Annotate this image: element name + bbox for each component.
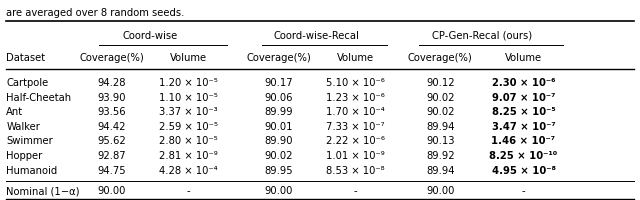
Text: Volume: Volume bbox=[505, 53, 542, 63]
Text: 1.46 × 10⁻⁷: 1.46 × 10⁻⁷ bbox=[492, 136, 556, 146]
Text: 8.25 × 10⁻¹⁰: 8.25 × 10⁻¹⁰ bbox=[490, 151, 557, 161]
Text: 90.06: 90.06 bbox=[264, 93, 292, 103]
Text: 1.70 × 10⁻⁴: 1.70 × 10⁻⁴ bbox=[326, 107, 385, 117]
Text: 9.07 × 10⁻⁷: 9.07 × 10⁻⁷ bbox=[492, 93, 556, 103]
Text: 4.95 × 10⁻⁸: 4.95 × 10⁻⁸ bbox=[492, 166, 556, 176]
Text: Coverage(%): Coverage(%) bbox=[79, 53, 145, 63]
Text: 8.53 × 10⁻⁸: 8.53 × 10⁻⁸ bbox=[326, 166, 385, 176]
Text: 94.75: 94.75 bbox=[98, 166, 126, 176]
Text: 1.23 × 10⁻⁶: 1.23 × 10⁻⁶ bbox=[326, 93, 385, 103]
Text: 90.17: 90.17 bbox=[264, 78, 292, 88]
Text: 89.94: 89.94 bbox=[426, 122, 454, 132]
Text: 89.90: 89.90 bbox=[264, 136, 292, 146]
Text: 95.62: 95.62 bbox=[98, 136, 126, 146]
Text: -: - bbox=[187, 186, 191, 196]
Text: 94.42: 94.42 bbox=[98, 122, 126, 132]
Text: 90.02: 90.02 bbox=[426, 93, 454, 103]
Text: 5.10 × 10⁻⁶: 5.10 × 10⁻⁶ bbox=[326, 78, 385, 88]
Text: Dataset: Dataset bbox=[6, 53, 45, 63]
Text: 2.80 × 10⁻⁵: 2.80 × 10⁻⁵ bbox=[159, 136, 218, 146]
Text: 2.30 × 10⁻⁶: 2.30 × 10⁻⁶ bbox=[492, 78, 556, 88]
Text: 92.87: 92.87 bbox=[98, 151, 126, 161]
Text: Coverage(%): Coverage(%) bbox=[408, 53, 473, 63]
Text: 2.22 × 10⁻⁶: 2.22 × 10⁻⁶ bbox=[326, 136, 385, 146]
Text: 2.59 × 10⁻⁵: 2.59 × 10⁻⁵ bbox=[159, 122, 218, 132]
Text: 93.56: 93.56 bbox=[98, 107, 126, 117]
Text: 4.28 × 10⁻⁴: 4.28 × 10⁻⁴ bbox=[159, 166, 218, 176]
Text: Hopper: Hopper bbox=[6, 151, 43, 161]
Text: 89.92: 89.92 bbox=[426, 151, 454, 161]
Text: 3.47 × 10⁻⁷: 3.47 × 10⁻⁷ bbox=[492, 122, 556, 132]
Text: 90.02: 90.02 bbox=[264, 151, 292, 161]
Text: are averaged over 8 random seeds.: are averaged over 8 random seeds. bbox=[6, 8, 185, 18]
Text: 3.37 × 10⁻³: 3.37 × 10⁻³ bbox=[159, 107, 218, 117]
Text: 90.01: 90.01 bbox=[264, 122, 292, 132]
Text: 7.33 × 10⁻⁷: 7.33 × 10⁻⁷ bbox=[326, 122, 385, 132]
Text: Volume: Volume bbox=[337, 53, 374, 63]
Text: Nominal (1−α): Nominal (1−α) bbox=[6, 186, 80, 196]
Text: 90.13: 90.13 bbox=[426, 136, 454, 146]
Text: Coord-wise: Coord-wise bbox=[123, 31, 178, 41]
Text: 90.12: 90.12 bbox=[426, 78, 454, 88]
Text: 2.81 × 10⁻⁹: 2.81 × 10⁻⁹ bbox=[159, 151, 218, 161]
Text: CP-Gen-Recal (ours): CP-Gen-Recal (ours) bbox=[432, 31, 532, 41]
Text: 89.95: 89.95 bbox=[264, 166, 292, 176]
Text: 1.20 × 10⁻⁵: 1.20 × 10⁻⁵ bbox=[159, 78, 218, 88]
Text: 89.94: 89.94 bbox=[426, 166, 454, 176]
Text: Walker: Walker bbox=[6, 122, 40, 132]
Text: 93.90: 93.90 bbox=[98, 93, 126, 103]
Text: 1.10 × 10⁻⁵: 1.10 × 10⁻⁵ bbox=[159, 93, 218, 103]
Text: Coverage(%): Coverage(%) bbox=[246, 53, 311, 63]
Text: 8.25 × 10⁻⁵: 8.25 × 10⁻⁵ bbox=[492, 107, 556, 117]
Text: Ant: Ant bbox=[6, 107, 24, 117]
Text: 1.01 × 10⁻⁹: 1.01 × 10⁻⁹ bbox=[326, 151, 385, 161]
Text: Half-Cheetah: Half-Cheetah bbox=[6, 93, 72, 103]
Text: 89.99: 89.99 bbox=[264, 107, 292, 117]
Text: 90.00: 90.00 bbox=[98, 186, 126, 196]
Text: 94.28: 94.28 bbox=[98, 78, 126, 88]
Text: 90.02: 90.02 bbox=[426, 107, 454, 117]
Text: 90.00: 90.00 bbox=[264, 186, 292, 196]
Text: Humanoid: Humanoid bbox=[6, 166, 58, 176]
Text: Volume: Volume bbox=[170, 53, 207, 63]
Text: 90.00: 90.00 bbox=[426, 186, 454, 196]
Text: -: - bbox=[353, 186, 357, 196]
Text: Swimmer: Swimmer bbox=[6, 136, 53, 146]
Text: Coord-wise-Recal: Coord-wise-Recal bbox=[274, 31, 360, 41]
Text: -: - bbox=[522, 186, 525, 196]
Text: Cartpole: Cartpole bbox=[6, 78, 49, 88]
